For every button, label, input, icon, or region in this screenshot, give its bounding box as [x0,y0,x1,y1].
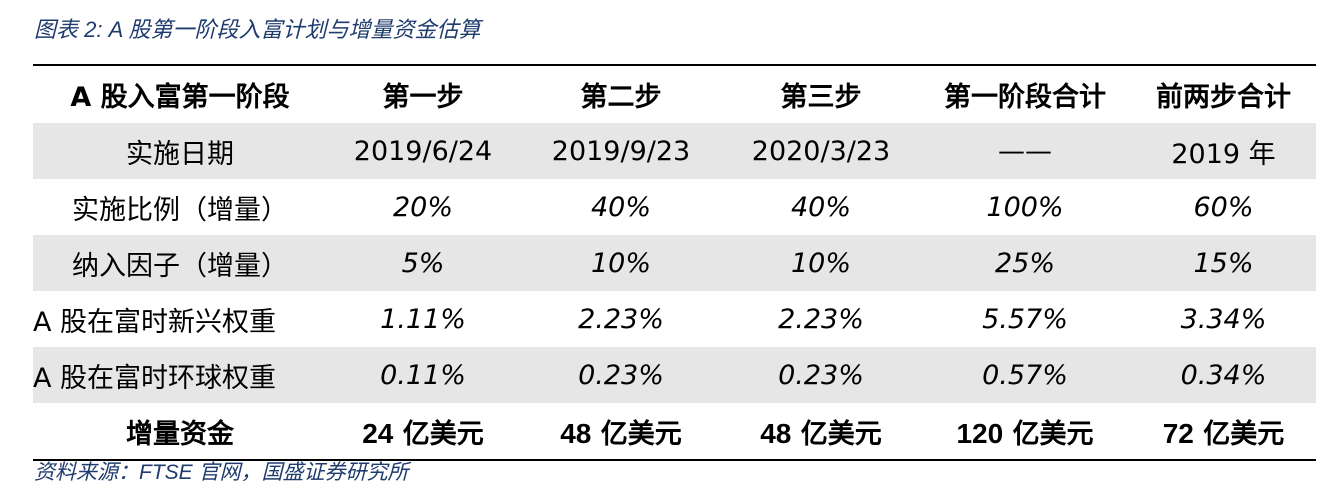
total-cell: 48 亿美元 [723,412,919,451]
total-cell: 24 亿美元 [327,412,519,451]
total-amount: 48 [560,417,592,449]
table-cell: 15% [1193,247,1254,279]
table-cell: 0.23% [778,359,864,391]
table-row: 纳入因子（增量） 5% 10% 10% 25% 15% [33,235,1316,291]
row-label: 实施日期 [126,138,234,170]
table-row: A 股在富时环球权重 0.11% 0.23% 0.23% 0.57% 0.34% [33,347,1316,403]
total-unit: 亿美元 [600,418,682,450]
row-label: 实施比例（增量） [72,194,288,226]
table-cell: 2019/9/23 [551,135,691,167]
total-amount: 72 [1162,417,1194,449]
total-amount: 120 [956,417,1004,449]
total-label: 增量资金 [126,418,234,450]
total-unit: 亿美元 [800,418,882,450]
total-cell: 120 亿美元 [919,412,1131,451]
table-cell: 2019/6/24 [353,135,493,167]
table-cell: 0.57% [982,359,1068,391]
row-label: A 股在富时新兴权重 [33,306,277,338]
table-cell: 40% [790,191,851,223]
table-caption: 图表 2: A 股第一阶段入富计划与增量资金估算 [34,17,481,42]
header-step-2: 第二步 [580,82,662,113]
table-row: 实施比例（增量） 20% 40% 40% 100% 60% [33,179,1316,235]
table-cell: 60% [1193,191,1254,223]
table-cell: 5.57% [982,303,1068,335]
table-cell: 5% [401,247,445,279]
header-first-two-total: 前两步合计 [1156,82,1291,113]
table-total-row: 增量资金 24 亿美元 48 亿美元 48 亿美元 120 亿美元 72 亿美元 [33,403,1316,459]
table-header-row: A 股入富第一阶段 第一步 第二步 第三步 第一阶段合计 前两步合计 [33,66,1316,123]
header-step-3: 第三步 [780,82,862,113]
total-cell: 72 亿美元 [1131,412,1316,451]
table-row: A 股在富时新兴权重 1.11% 2.23% 2.23% 5.57% 3.34% [33,291,1316,347]
total-amount: 24 [362,417,394,449]
table-cell: 1.11% [380,303,466,335]
source-note: 资料来源：FTSE 官网，国盛证券研究所 [34,461,409,484]
table-row: 实施日期 2019/6/24 2019/9/23 2020/3/23 —— 20… [33,123,1316,179]
header-stage-total: 第一阶段合计 [944,82,1106,113]
table-cell: 25% [994,247,1055,279]
table-cell: 3.34% [1180,303,1267,335]
table-cell: 20% [392,191,453,223]
total-amount: 48 [760,417,792,449]
table-cell: 2019 年 [1171,138,1276,170]
row-label: 纳入因子（增量） [72,250,288,282]
table-cell: 10% [590,247,651,279]
table-cell: 2020/3/23 [751,135,891,167]
table-cell: 2.23% [578,303,664,335]
table-cell: —— [998,135,1052,167]
total-unit: 亿美元 [1203,418,1285,450]
table-cell: 40% [590,191,651,223]
total-cell: 48 亿美元 [519,412,723,451]
header-stage: A 股入富第一阶段 [70,82,290,113]
table-cell: 100% [986,191,1064,223]
total-unit: 亿美元 [402,418,484,450]
header-step-1: 第一步 [382,82,464,113]
allocation-table: A 股入富第一阶段 第一步 第二步 第三步 第一阶段合计 前两步合计 实施日期 … [33,64,1316,461]
table-cell: 0.23% [578,359,664,391]
table-cell: 10% [790,247,851,279]
row-label: A 股在富时环球权重 [33,362,277,394]
table-cell: 0.11% [380,359,466,391]
total-unit: 亿美元 [1012,418,1094,450]
table-cell: 2.23% [778,303,864,335]
table-cell: 0.34% [1180,359,1267,391]
